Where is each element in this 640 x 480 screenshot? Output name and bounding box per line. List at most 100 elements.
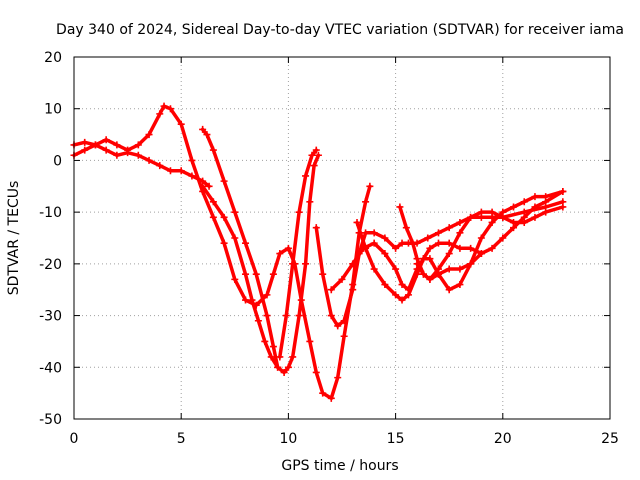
data-point [424, 234, 432, 242]
data-point [353, 218, 361, 226]
series-track-1 [70, 102, 374, 402]
data-point [248, 296, 256, 304]
series-track-9 [413, 203, 567, 283]
data-point [282, 312, 290, 320]
y-tick-label: -50 [39, 412, 62, 428]
data-point [488, 244, 496, 252]
data-point [327, 286, 335, 294]
data-point [413, 270, 421, 278]
plot-frame [73, 56, 611, 420]
data-point [392, 291, 400, 299]
data-point [319, 270, 327, 278]
data-point [477, 208, 485, 216]
data-point [456, 218, 464, 226]
data-point [426, 275, 434, 283]
data-point [434, 239, 442, 247]
data-point [276, 353, 284, 361]
data-point [302, 172, 310, 180]
series-track-7 [353, 187, 567, 304]
data-point [205, 182, 213, 190]
data-point [134, 141, 142, 149]
data-point [531, 203, 539, 211]
data-point [396, 203, 404, 211]
data-point [177, 167, 185, 175]
data-point [295, 208, 303, 216]
data-point [531, 193, 539, 201]
data-point [398, 239, 406, 247]
data-point [261, 337, 269, 345]
data-point [419, 255, 427, 263]
grid [74, 57, 610, 419]
data-point [267, 353, 275, 361]
data-point [188, 156, 196, 164]
data-point [231, 234, 239, 242]
data-point [334, 322, 342, 330]
data-point [409, 239, 417, 247]
data-point [188, 172, 196, 180]
series-track-10 [276, 146, 320, 361]
data-point [209, 213, 217, 221]
data-point [426, 255, 434, 263]
data-point [362, 244, 370, 252]
data-point [327, 312, 335, 320]
data-point [467, 244, 475, 252]
data-point [434, 229, 442, 237]
data-point [276, 250, 284, 258]
data-point [81, 146, 89, 154]
data-point [402, 224, 410, 232]
data-point [419, 270, 427, 278]
data-point [231, 275, 239, 283]
data-point [477, 250, 485, 258]
data-point [269, 343, 277, 351]
series-line [329, 189, 565, 292]
data-point [392, 244, 400, 252]
data-point [327, 394, 335, 402]
data-point [559, 203, 567, 211]
data-point [445, 250, 453, 258]
data-point [306, 198, 314, 206]
data-point [166, 105, 174, 113]
data-point [349, 260, 357, 268]
data-point [467, 260, 475, 268]
data-point [456, 281, 464, 289]
y-tick-label: -20 [39, 257, 62, 273]
data-point [370, 239, 378, 247]
data-point [340, 332, 348, 340]
data-point [370, 265, 378, 273]
data-point [308, 151, 316, 159]
data-point [312, 146, 320, 154]
data-point [269, 270, 277, 278]
data-point [467, 213, 475, 221]
y-tick-label: 0 [53, 153, 62, 169]
data-point [310, 162, 318, 170]
data-point [413, 260, 421, 268]
data-point [445, 286, 453, 294]
data-point [349, 286, 357, 294]
data-point [199, 125, 207, 133]
x-tick-label: 15 [387, 431, 405, 447]
data-point [445, 265, 453, 273]
data-point [398, 281, 406, 289]
x-tick-label: 5 [177, 431, 186, 447]
data-point [319, 389, 327, 397]
data-point [124, 149, 132, 157]
data-point [280, 368, 288, 376]
data-point [559, 187, 567, 195]
data-point [242, 239, 250, 247]
data-point [284, 363, 292, 371]
data-point [520, 198, 528, 206]
data-point [220, 239, 228, 247]
data-point [102, 146, 110, 154]
x-tick-label: 20 [494, 431, 512, 447]
x-tick-label: 25 [601, 431, 619, 447]
data-point [445, 224, 453, 232]
series-line [72, 140, 211, 189]
data-point [456, 265, 464, 273]
data-point [542, 208, 550, 216]
data-point [312, 224, 320, 232]
x-tick-label: 10 [279, 431, 297, 447]
chart-title: Day 340 of 2024, Sidereal Day-to-day VTE… [56, 22, 624, 38]
data-point [220, 213, 228, 221]
plot-area [70, 102, 567, 402]
axis-ticks [73, 56, 611, 420]
